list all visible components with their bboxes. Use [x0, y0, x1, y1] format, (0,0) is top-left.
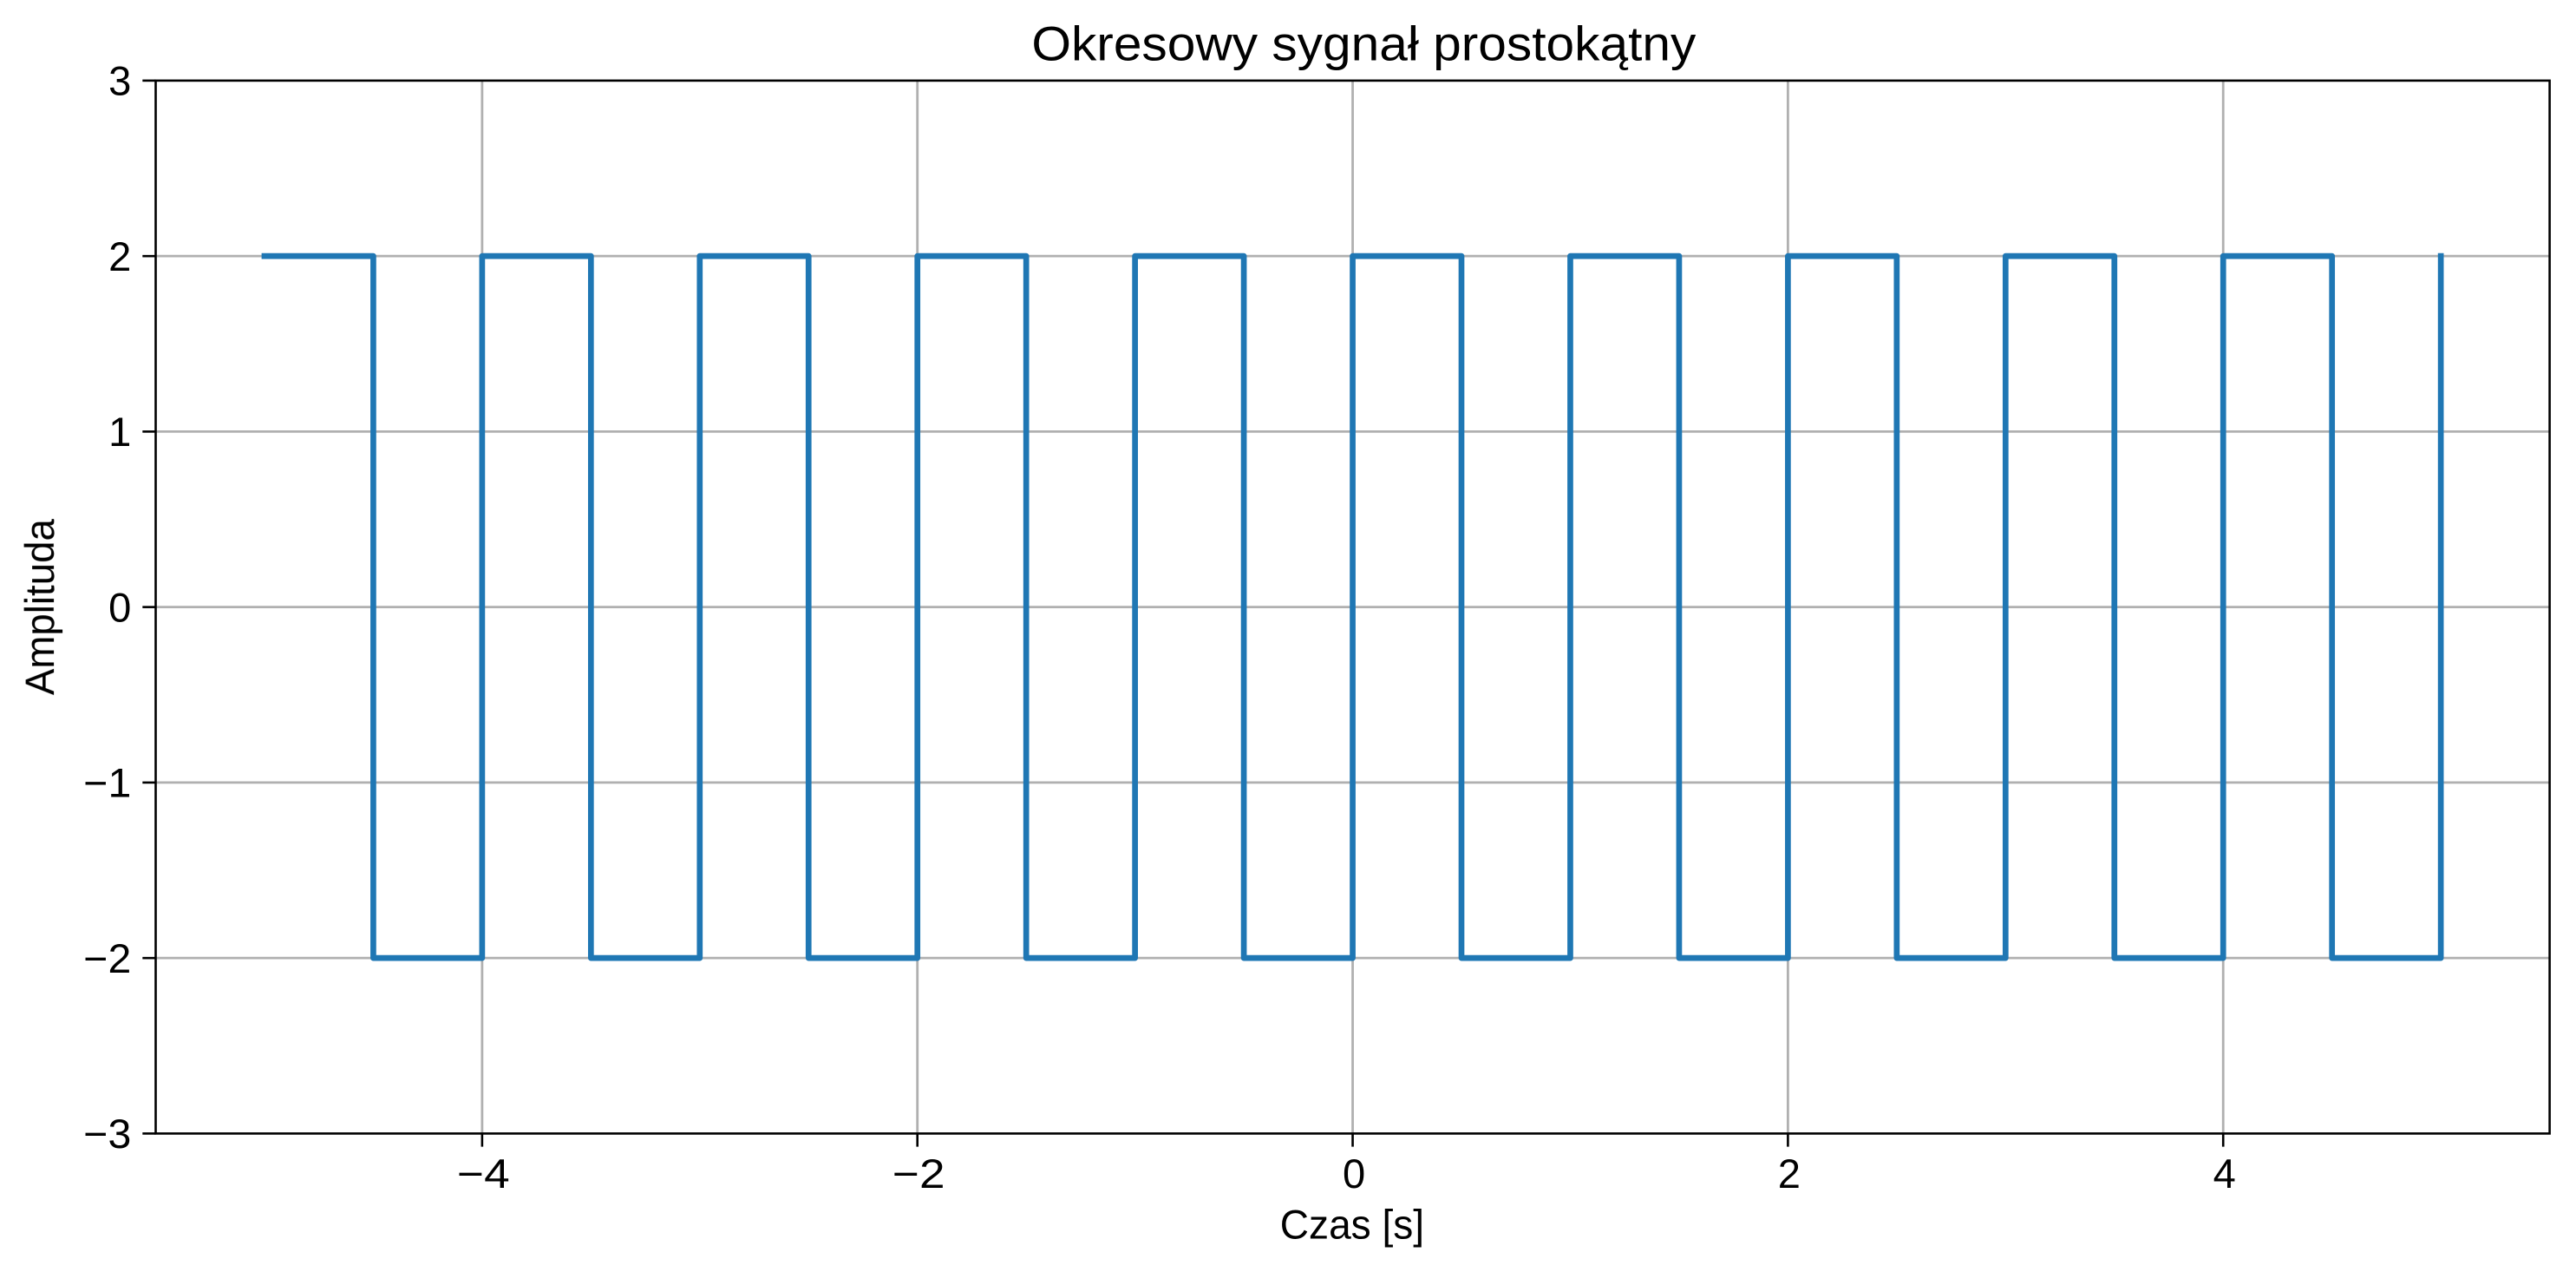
svg-text:Amplituda: Amplituda — [16, 518, 62, 695]
svg-text:−2: −2 — [83, 935, 131, 981]
svg-text:Czas [s]: Czas [s] — [1280, 1202, 1424, 1248]
svg-text:1: 1 — [108, 409, 131, 455]
svg-text:4: 4 — [2213, 1151, 2236, 1197]
svg-text:Okresowy sygnał prostokątny: Okresowy sygnał prostokątny — [1031, 16, 1696, 70]
svg-text:0: 0 — [108, 584, 131, 630]
svg-text:3: 3 — [108, 58, 131, 104]
svg-text:2: 2 — [108, 233, 131, 279]
svg-text:−1: −1 — [83, 760, 131, 806]
svg-text:−2: −2 — [892, 1151, 945, 1197]
svg-text:−4: −4 — [457, 1151, 510, 1197]
svg-text:2: 2 — [1778, 1151, 1801, 1197]
svg-text:0: 0 — [1343, 1151, 1365, 1197]
svg-text:−3: −3 — [83, 1111, 131, 1157]
